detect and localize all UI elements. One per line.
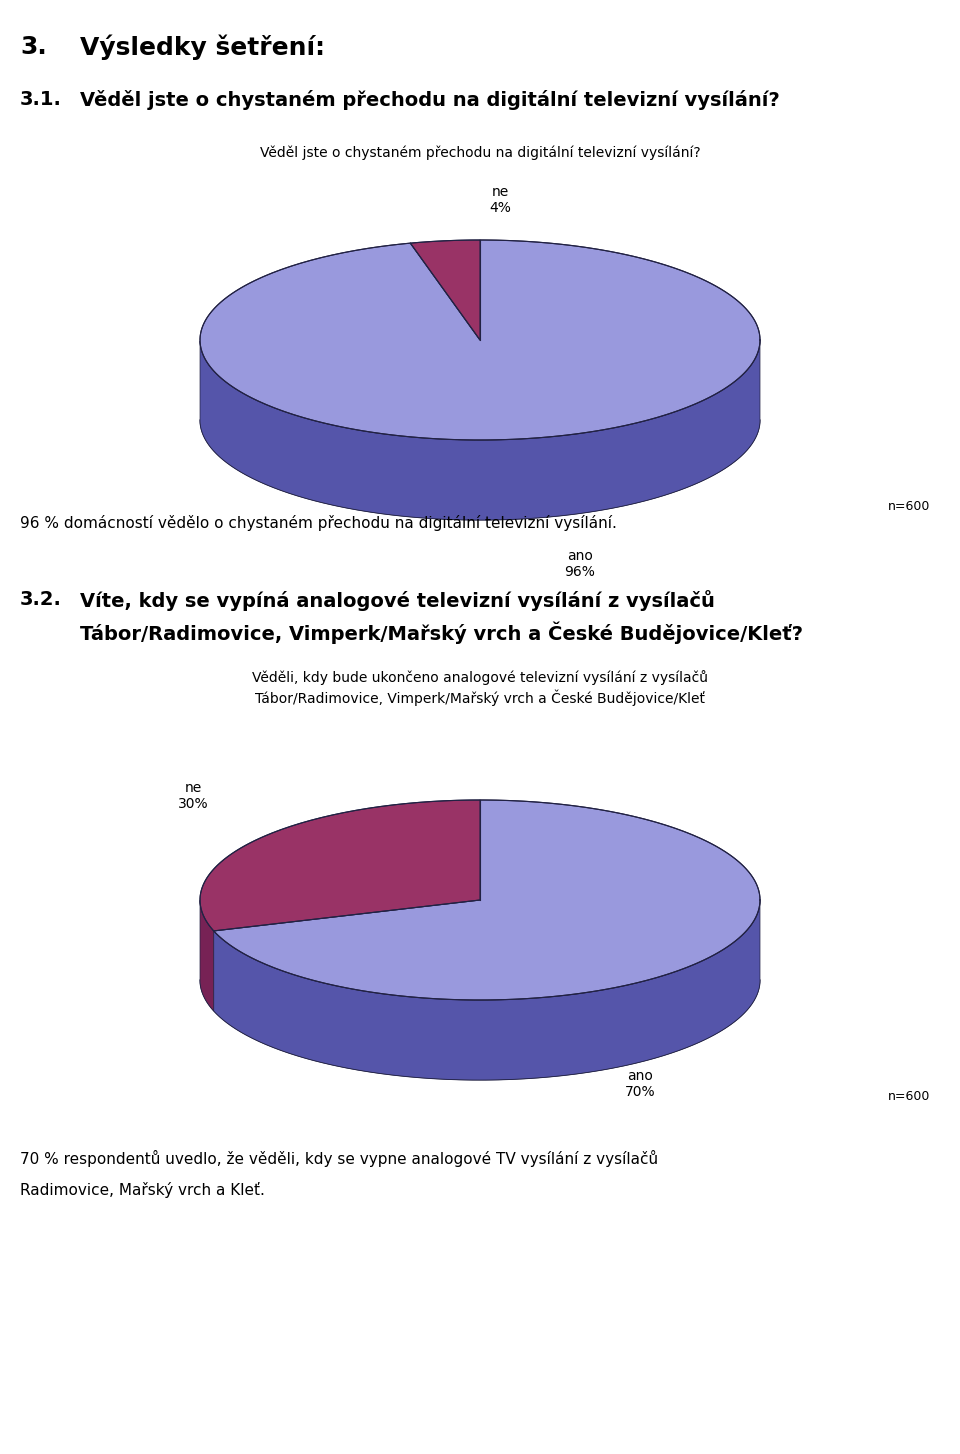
Text: Víte, kdy se vypíná analogové televizní vysílání z vysílačů: Víte, kdy se vypíná analogové televizní … — [80, 590, 715, 611]
Text: Tábor/Radimovice, Vimperk/Mařský vrch a České Budějovice/Kleť?: Tábor/Radimovice, Vimperk/Mařský vrch a … — [80, 622, 803, 644]
Polygon shape — [214, 800, 760, 1000]
Text: n=600: n=600 — [888, 500, 930, 513]
Text: Věděli, kdy bude ukončeno analogové televizní vysílání z vysílačů: Věděli, kdy bude ukončeno analogové tele… — [252, 670, 708, 685]
Text: Výsledky šetření:: Výsledky šetření: — [80, 35, 325, 61]
Text: ano
96%: ano 96% — [564, 550, 595, 579]
Text: n=600: n=600 — [888, 1090, 930, 1104]
Text: Věděl jste o chystaném přechodu na digitální televizní vysílání?: Věděl jste o chystaném přechodu na digit… — [80, 90, 780, 111]
Polygon shape — [410, 240, 480, 340]
Text: 96 % domácností vědělo o chystaném přechodu na digitální televizní vysílání.: 96 % domácností vědělo o chystaném přech… — [20, 515, 617, 531]
Text: 3.1.: 3.1. — [20, 90, 61, 109]
Polygon shape — [214, 900, 760, 1080]
Text: ano
70%: ano 70% — [625, 1069, 656, 1099]
Text: Tábor/Radimovice, Vimperk/Mařský vrch a České Budějovice/Kleť: Tábor/Radimovice, Vimperk/Mařský vrch a … — [255, 691, 705, 707]
Text: ne
30%: ne 30% — [179, 781, 208, 811]
Polygon shape — [200, 800, 480, 931]
Polygon shape — [200, 900, 214, 1011]
Text: 3.2.: 3.2. — [20, 590, 61, 609]
Text: 70 % respondentů uvedlo, že věděli, kdy se vypne analogové TV vysílání z vysílač: 70 % respondentů uvedlo, že věděli, kdy … — [20, 1150, 659, 1168]
Polygon shape — [200, 240, 760, 441]
Polygon shape — [200, 340, 760, 521]
Text: 3.: 3. — [20, 35, 47, 60]
Text: ne
4%: ne 4% — [489, 185, 511, 215]
Text: Radimovice, Mařský vrch a Kleť.: Radimovice, Mařský vrch a Kleť. — [20, 1182, 265, 1198]
Text: Věděl jste o chystaném přechodu na digitální televizní vysílání?: Věděl jste o chystaném přechodu na digit… — [260, 145, 700, 160]
